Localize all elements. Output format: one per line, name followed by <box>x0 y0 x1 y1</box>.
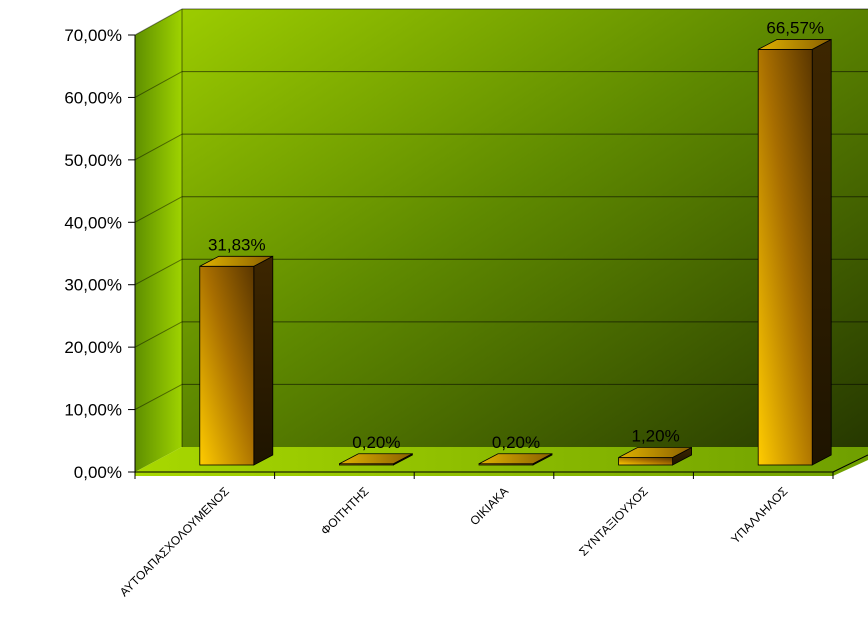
gridlines <box>134 8 868 411</box>
gridline-side <box>134 196 183 223</box>
data-label: 31,83% <box>208 235 266 254</box>
gridline-side <box>134 383 183 411</box>
bar-front-face <box>199 265 255 466</box>
data-label: 0,20% <box>492 433 540 452</box>
bar-top-face <box>199 255 273 267</box>
y-axis-ticks: 0,00% 10,00% 20,00% 30,00% 40,00% 50,00% 60,00… <box>64 26 122 482</box>
y-tick-label: 30,00% <box>64 276 122 295</box>
y-tick-label: 70,00% <box>64 26 122 45</box>
bar-top-face <box>758 39 832 50</box>
bar-top-face <box>618 447 692 458</box>
gridline-side <box>134 71 183 98</box>
gridline-side <box>134 258 183 286</box>
y-tick-label: 40,00% <box>64 213 122 232</box>
y-tick-label: 0,00% <box>74 463 122 482</box>
bar-side-face <box>253 255 274 466</box>
y-tick-label: 10,00% <box>64 401 122 420</box>
x-tick-label: ΟΙΚΙΑΚΑ <box>467 484 511 528</box>
bar <box>478 453 553 466</box>
side-wall <box>135 9 182 472</box>
bar <box>338 453 413 466</box>
x-tick-label: ΣΥΝΤΑΞΙΟΥΧΟΣ <box>576 484 651 559</box>
bars <box>199 38 832 466</box>
data-labels: 31,83% 0,20% 0,20% 1,20% 66,57% <box>208 18 824 451</box>
bar-front-face <box>757 49 813 466</box>
x-tick-label: ΥΠΑΛΛΗΛΟΣ <box>728 484 790 546</box>
x-tick-marks <box>134 472 834 479</box>
gridline-side <box>134 8 183 36</box>
x-tick-label: ΑΥΤΟΑΠΑΣΧΟΛΟΥΜΕΝΟΣ <box>117 484 232 599</box>
plot-area <box>134 8 868 476</box>
bar-front-face <box>618 457 673 466</box>
gridline-side <box>134 133 183 161</box>
bar <box>618 446 692 466</box>
bar-top-face <box>478 453 553 465</box>
y-tick-label: 20,00% <box>64 338 122 357</box>
y-tick-marks <box>128 34 135 473</box>
back-wall <box>182 9 868 447</box>
bar-side-face <box>811 38 832 466</box>
bar <box>757 38 832 466</box>
gridline-side <box>134 321 183 348</box>
data-label: 1,20% <box>631 427 679 446</box>
y-tick-label: 50,00% <box>64 151 122 170</box>
bar <box>199 255 274 466</box>
y-tick-label: 60,00% <box>64 88 122 107</box>
floor-front-edge <box>832 454 868 473</box>
bar-top-face <box>339 453 413 465</box>
data-label: 66,57% <box>766 18 824 37</box>
data-label: 0,20% <box>352 433 400 452</box>
x-tick-label: ΦΟΙΤΗΤΗΣ <box>318 484 371 537</box>
x-axis-labels: ΑΥΤΟΑΠΑΣΧΟΛΟΥΜΕΝΟΣ ΦΟΙΤΗΤΗΣ ΟΙΚΙΑΚΑ ΣΥΝΤΑΞΙ… <box>117 484 790 599</box>
